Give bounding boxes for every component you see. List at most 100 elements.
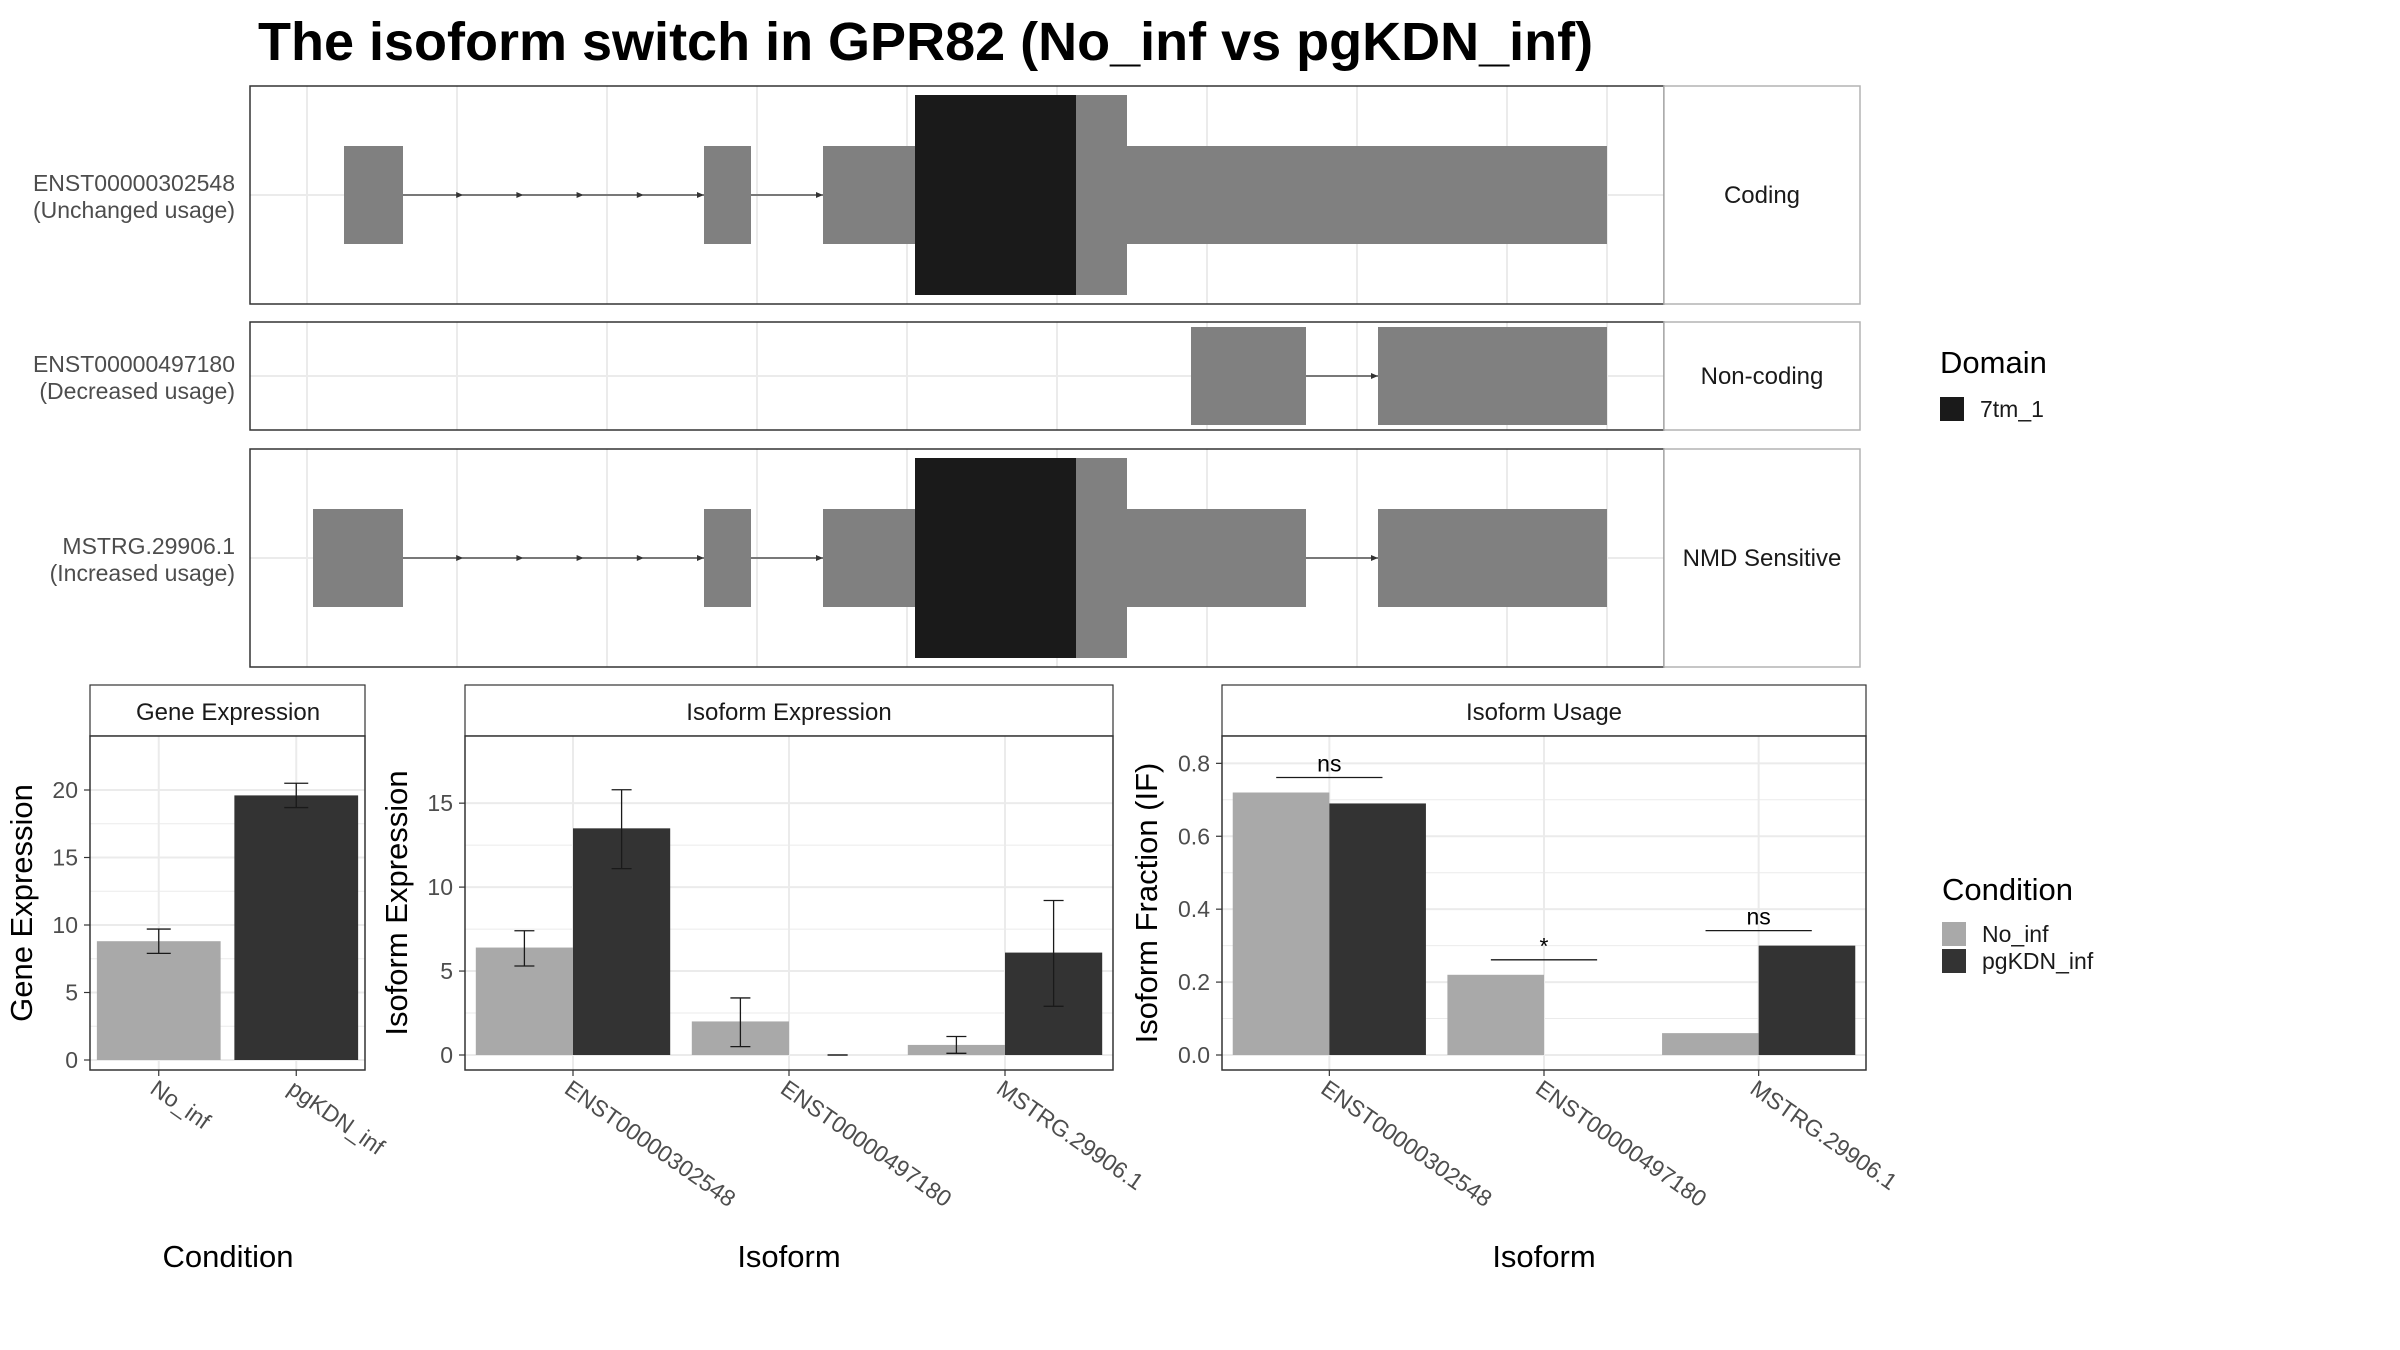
intron-arrow <box>456 192 464 198</box>
transcript-row: NMD Sensitive MSTRG.29906.1(Increased usa… <box>50 448 1861 668</box>
y-tick-label: 0 <box>65 1047 78 1073</box>
intron-arrow <box>636 192 644 198</box>
legend-swatch <box>1940 397 1964 421</box>
y-tick-label: 15 <box>427 790 453 816</box>
y-tick-label: 0.4 <box>1178 896 1210 922</box>
intron-arrow <box>636 555 644 561</box>
y-tick-label: 0.2 <box>1178 969 1210 995</box>
domain-7tm-1 <box>915 95 1076 295</box>
intron-arrow <box>516 192 524 198</box>
y-tick-label: 0.8 <box>1178 750 1210 776</box>
intron-arrow <box>1371 373 1378 379</box>
exon <box>823 146 915 244</box>
intron-arrow <box>816 555 823 561</box>
exon <box>1127 509 1306 607</box>
intron-arrow <box>1371 555 1378 561</box>
chart-panel: Isoform Expression 0 5 10 15 ENST00000302548 E… <box>379 684 1148 1274</box>
x-tick-label: ENST00000497180 <box>776 1075 956 1212</box>
significance-label: ns <box>1317 751 1341 777</box>
x-tick-label: pgKDN_inf <box>283 1075 390 1160</box>
x-tick-label: ENST00000497180 <box>1531 1075 1711 1212</box>
y-axis-title: Gene Expression <box>4 784 39 1022</box>
exon <box>1378 509 1607 607</box>
panel-title: Isoform Expression <box>686 699 891 726</box>
panel-title: Gene Expression <box>136 699 320 726</box>
exon <box>704 509 751 607</box>
x-tick-label: MSTRG.29906.1 <box>992 1075 1148 1195</box>
panel-strip <box>464 684 1114 737</box>
intron-arrow <box>816 192 823 198</box>
transcript-structure-panel: Coding ENST00000302548(Unchanged usage) No… <box>33 85 1861 668</box>
legend-label: pgKDN_inf <box>1982 948 2094 974</box>
x-tick-label: ENST00000302548 <box>1316 1075 1496 1212</box>
transcript-id-label: ENST00000302548 <box>33 170 235 196</box>
legend-swatch <box>1942 949 1966 973</box>
bar <box>1662 1033 1759 1055</box>
chart-panel: Isoform Usage 0.0 0.2 0.4 0.6 0.8 ns * ns ENST000… <box>1129 684 1902 1274</box>
bar <box>1329 803 1426 1055</box>
transcript-row: Coding ENST00000302548(Unchanged usage) <box>33 85 1861 305</box>
y-tick-label: 20 <box>52 777 78 803</box>
y-tick-label: 5 <box>440 958 453 984</box>
panel-strip <box>1221 684 1867 737</box>
legend-label: 7tm_1 <box>1980 396 2044 422</box>
bar <box>234 795 359 1060</box>
expression-panels: Gene Expression 0 5 10 15 20 No_inf pgKDN_inf Co… <box>4 684 1902 1274</box>
x-tick-label: ENST00000302548 <box>560 1075 740 1212</box>
x-axis-title: Isoform <box>737 1239 840 1274</box>
condition-legend-title: Condition <box>1942 872 2073 907</box>
intron-arrow <box>456 555 464 561</box>
category-label: NMD Sensitive <box>1683 545 1842 572</box>
exon <box>1191 327 1306 425</box>
chart-panel: Gene Expression 0 5 10 15 20 No_inf pgKDN_inf Co… <box>4 684 390 1274</box>
figure-title: The isoform switch in GPR82 (No_inf vs p… <box>258 12 1593 72</box>
y-tick-label: 0 <box>440 1042 453 1068</box>
category-label: Non-coding <box>1701 363 1824 390</box>
exon <box>1127 146 1607 244</box>
domain-legend: Domain 7tm_1 <box>1940 345 2047 422</box>
exon <box>344 146 403 244</box>
x-tick-label: No_inf <box>146 1075 216 1135</box>
legend-label: No_inf <box>1982 921 2049 947</box>
domain-legend-title: Domain <box>1940 345 2047 380</box>
y-tick-label: 5 <box>65 980 78 1006</box>
transcript-usage-label: (Decreased usage) <box>39 378 235 404</box>
bar <box>1232 792 1330 1055</box>
x-axis-title: Condition <box>163 1239 294 1274</box>
transcript-row: Non-coding ENST00000497180(Decreased usag… <box>33 321 1861 431</box>
category-strip <box>1663 321 1861 431</box>
bar <box>96 941 221 1060</box>
legend-swatch <box>1942 922 1966 946</box>
intron-arrow <box>576 555 584 561</box>
bar <box>1758 945 1856 1055</box>
transcript-id-label: MSTRG.29906.1 <box>62 533 235 559</box>
exon <box>704 146 751 244</box>
significance-label: ns <box>1747 904 1771 930</box>
y-axis-title: Isoform Expression <box>379 770 414 1035</box>
intron-arrow <box>576 192 584 198</box>
panel-title: Isoform Usage <box>1466 699 1622 726</box>
intron-arrow <box>697 192 704 198</box>
significance-label: * <box>1540 933 1549 959</box>
intron-arrow <box>516 555 524 561</box>
exon <box>823 509 915 607</box>
transcript-usage-label: (Increased usage) <box>50 560 235 586</box>
y-axis-title: Isoform Fraction (IF) <box>1129 763 1164 1044</box>
bar <box>1447 974 1544 1055</box>
intron-arrow <box>697 555 704 561</box>
y-tick-label: 10 <box>427 874 453 900</box>
x-tick-label: MSTRG.29906.1 <box>1746 1075 1902 1195</box>
plot-border <box>89 735 366 1071</box>
panel-strip <box>89 684 366 737</box>
category-strip <box>1663 448 1861 668</box>
exon <box>313 509 403 607</box>
transcript-usage-label: (Unchanged usage) <box>33 197 235 223</box>
category-label: Coding <box>1724 182 1800 209</box>
x-axis-title: Isoform <box>1492 1239 1595 1274</box>
exon <box>1378 327 1607 425</box>
transcript-id-label: ENST00000497180 <box>33 351 235 377</box>
y-tick-label: 0.0 <box>1178 1042 1210 1068</box>
